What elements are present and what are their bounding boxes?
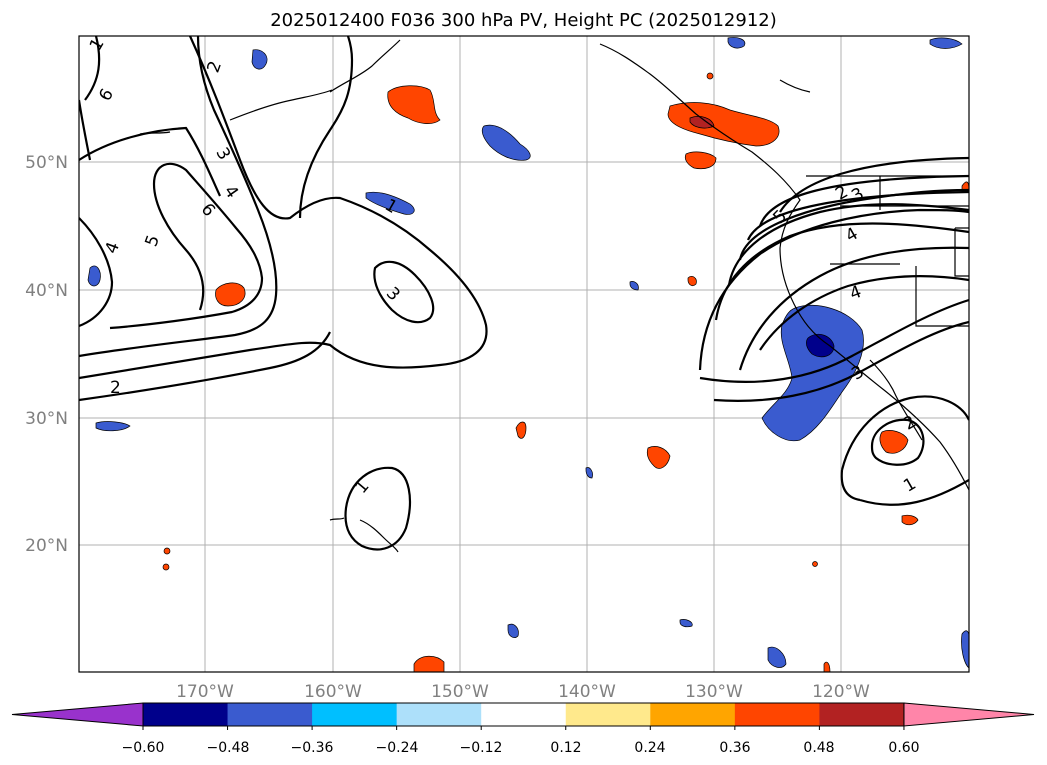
colorbar-segment [481,703,567,726]
lon-label: 160°W [304,682,362,702]
colorbar-tick-label: −0.60 [122,740,165,756]
lon-label: 140°W [558,682,616,702]
height-contours [79,36,969,551]
lat-label: 20°N [25,536,68,556]
colorbar-outline [142,702,905,727]
colorbar-tick-label: −0.24 [376,740,419,756]
map-title: 2025012400 F036 300 hPa PV, Height PC (2… [270,10,777,31]
colorbar-tick-label: 0.36 [719,740,750,756]
colorbar-segment [312,703,398,726]
colorbar-tick-label: 0.60 [888,740,919,756]
longitude-labels: 170°W 160°W 150°W 140°W 130°W 120°W [176,682,870,702]
map-frame [78,35,970,673]
colorbar-tick-label: 0.48 [803,740,834,756]
colorbar-tick-label: −0.48 [207,740,250,756]
colorbar-segment [396,703,482,726]
colorbar-tick-label: −0.36 [291,740,334,756]
colorbar-segment [227,703,313,726]
colorbar [11,702,1035,730]
colorbar-tick-label: 0.24 [634,740,665,756]
colorbar-ticks: −0.60 −0.48 −0.36 −0.24 −0.12 0.12 0.24 … [122,740,920,756]
lat-label: 40°N [25,281,68,301]
lon-label: 120°W [812,682,870,702]
colorbar-segment [565,703,651,726]
colorbar-extend-high [903,702,1035,727]
colorbar-tick-label: −0.12 [460,740,503,756]
colorbar-segment [143,703,229,726]
colorbar-tick-label: 0.12 [550,740,581,756]
colorbar-segment [650,703,736,726]
gridlines [79,36,969,672]
lat-label: 50°N [25,153,68,173]
lon-label: 130°W [685,682,743,702]
colorbar-extend-low [11,702,144,727]
lat-label: 30°N [25,409,68,429]
latitude-labels: 50°N 40°N 30°N 20°N [25,153,68,556]
colorbar-segment [734,703,820,726]
colorbar-segment [819,703,905,726]
lon-label: 150°W [431,682,489,702]
contour-label: 2 [110,378,121,398]
lon-label: 170°W [176,682,234,702]
